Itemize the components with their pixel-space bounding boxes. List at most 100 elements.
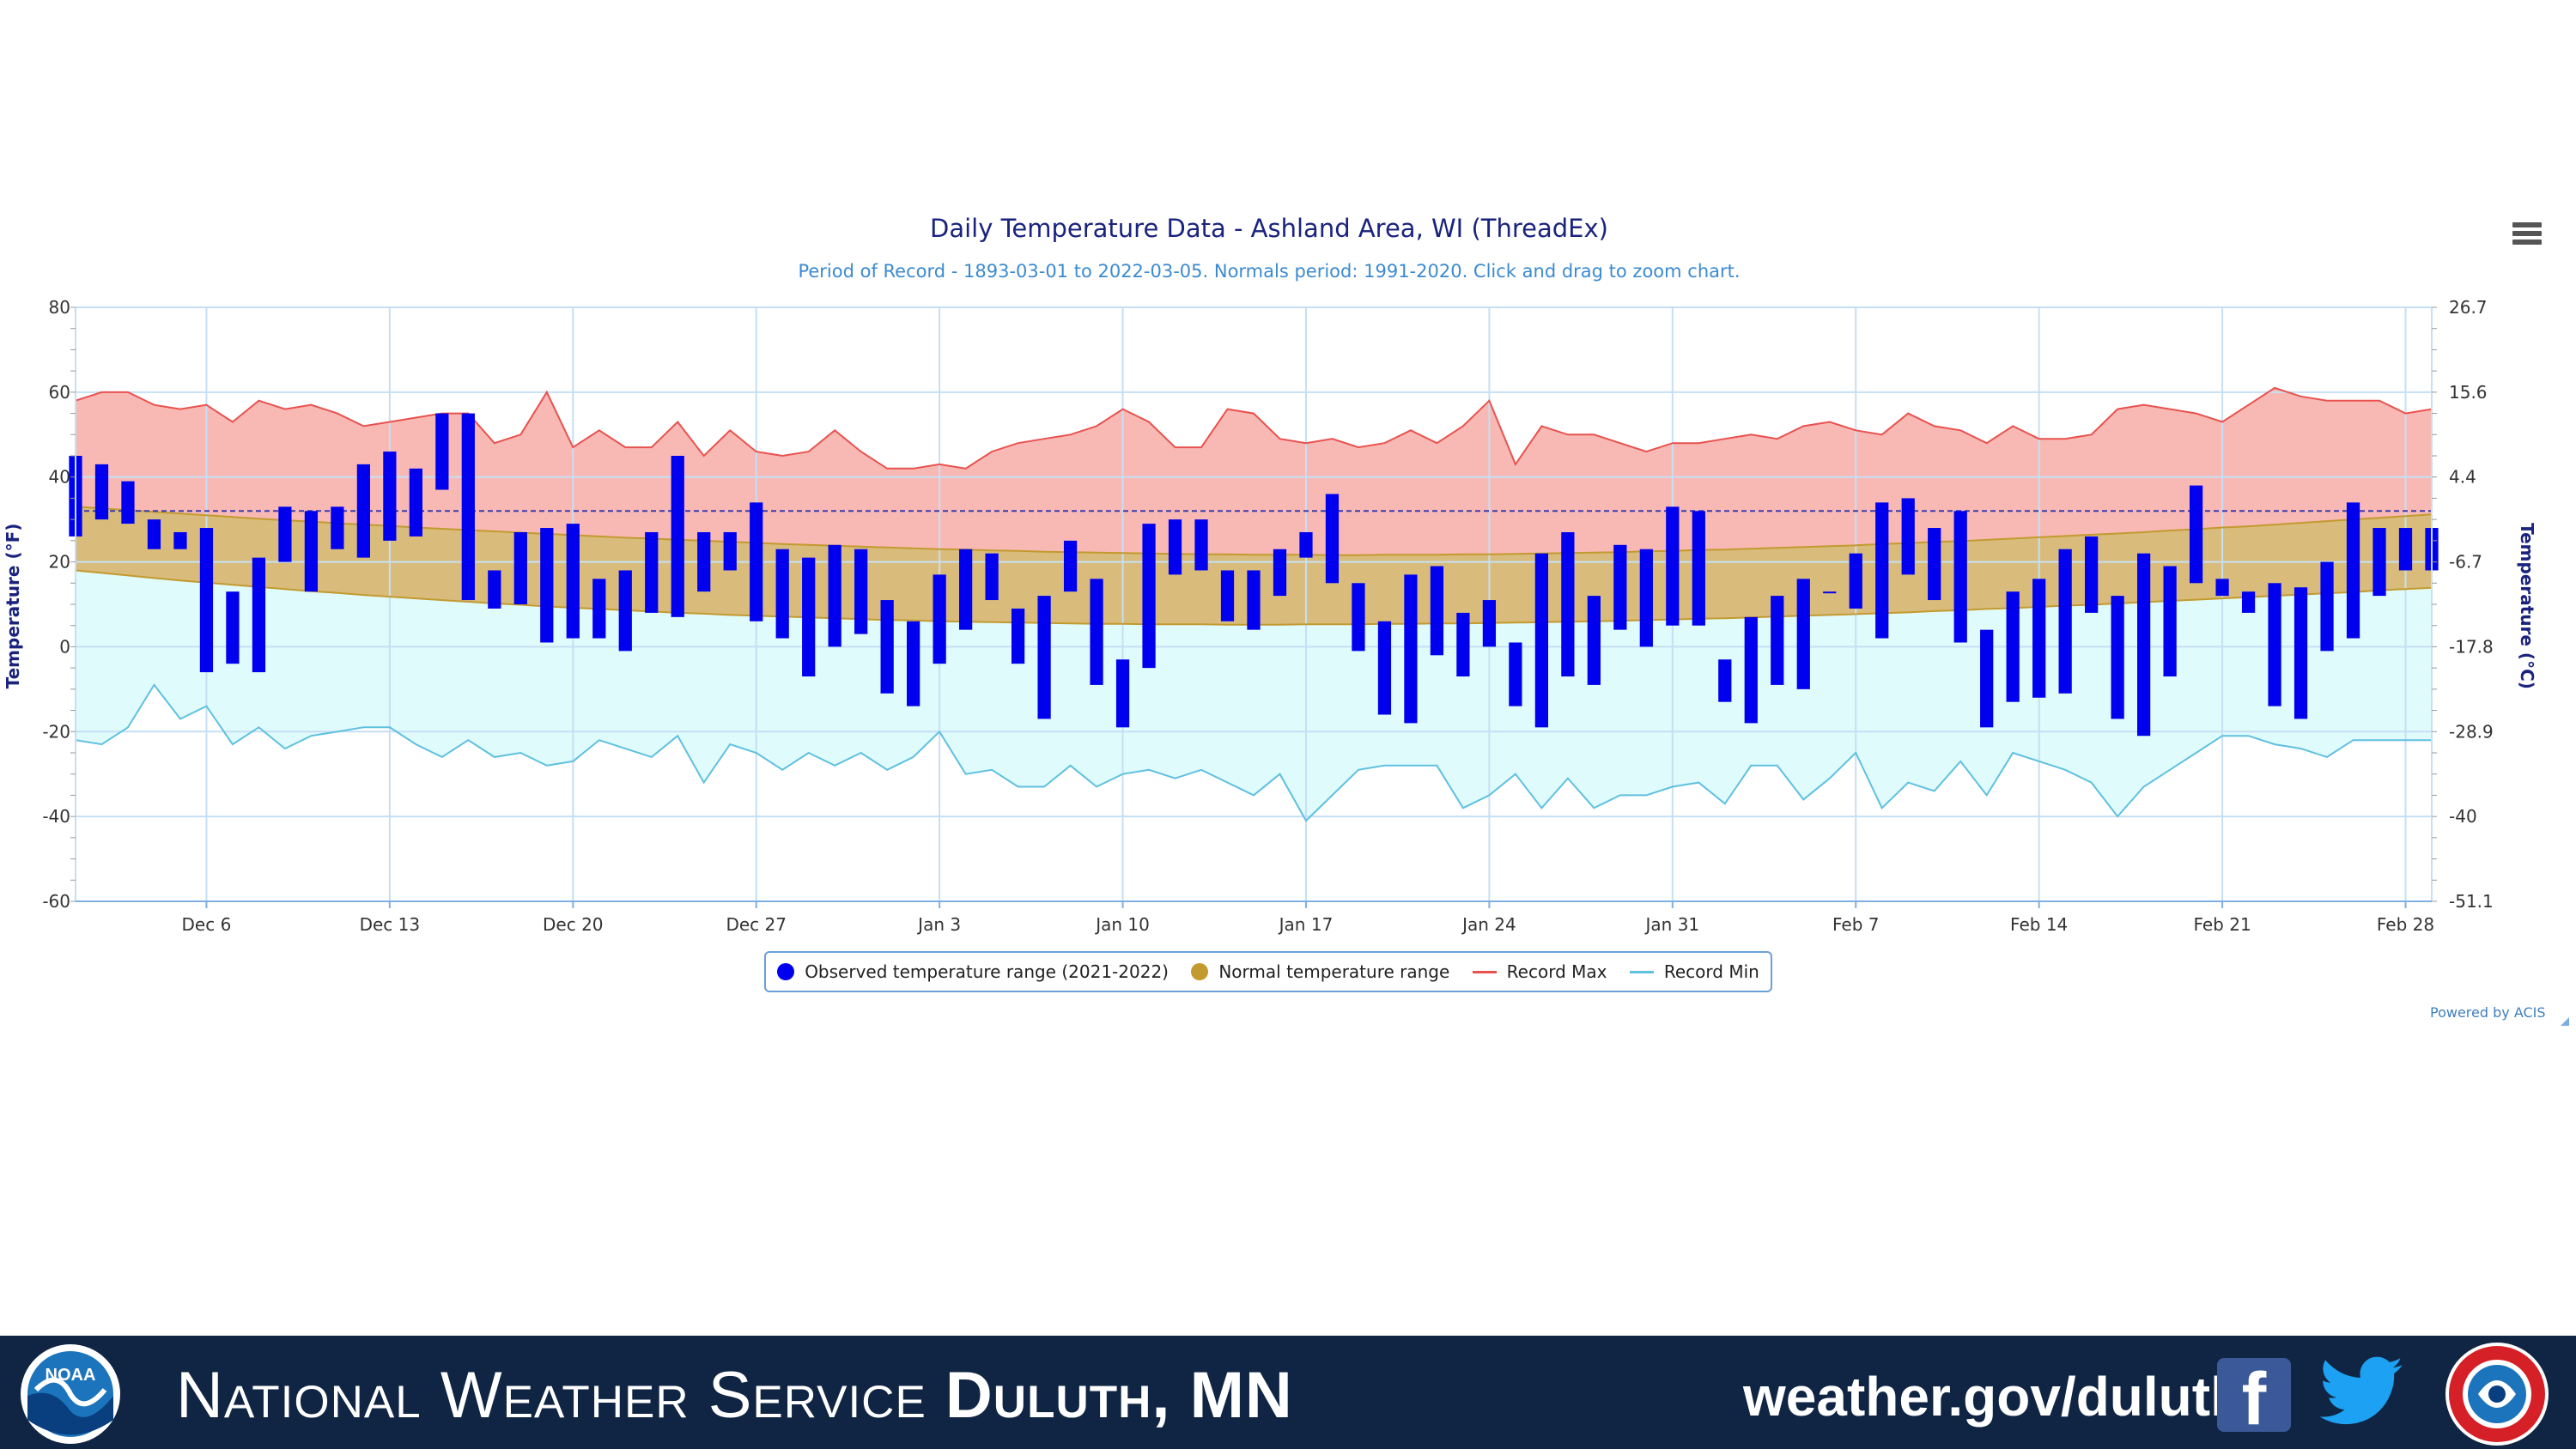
y-tick-label-left: 0 xyxy=(59,636,70,657)
observed-bar xyxy=(1980,629,1994,728)
observed-bar xyxy=(750,502,763,621)
observed-bar xyxy=(1849,553,1862,609)
observed-bar xyxy=(1482,600,1497,647)
facebook-icon[interactable]: f xyxy=(2217,1358,2291,1432)
temperature-chart[interactable]: Daily Temperature Data - Ashland Area, W… xyxy=(0,0,2576,1339)
legend-normal-label: Normal temperature range xyxy=(1218,961,1450,982)
observed-bar xyxy=(1194,519,1208,571)
observed-bar xyxy=(880,600,894,694)
observed-bar xyxy=(2058,549,2072,694)
observed-bar xyxy=(331,506,344,549)
x-tick-label: Jan 17 xyxy=(1278,914,1334,935)
observed-bar xyxy=(1744,616,1758,724)
noaa-logo-icon: NOAA xyxy=(21,1344,120,1444)
y-tick-label-right: -17.8 xyxy=(2449,636,2494,657)
observed-bar xyxy=(645,531,659,613)
hamburger-menu-icon xyxy=(2512,222,2542,227)
observed-bar xyxy=(2372,528,2386,597)
observed-bar xyxy=(1273,549,1287,597)
observed-bar xyxy=(2163,566,2177,677)
observed-bar xyxy=(697,531,711,592)
observed-bar xyxy=(933,574,946,664)
observed-bar xyxy=(435,413,449,490)
observed-dot-icon xyxy=(777,963,795,980)
y-tick-label-left: 40 xyxy=(49,467,70,488)
observed-bar xyxy=(2085,536,2099,613)
observed-bar xyxy=(1928,528,1941,601)
observed-bar xyxy=(2215,579,2229,597)
x-tick-label: Jan 10 xyxy=(1094,914,1150,935)
nws-logo-icon xyxy=(2445,1343,2549,1446)
observed-bar xyxy=(304,511,319,592)
observed-bar xyxy=(540,528,554,643)
record-min-line xyxy=(75,683,2432,822)
x-tick-label: Feb 14 xyxy=(2010,914,2068,935)
observed-bar xyxy=(1377,621,1392,715)
observed-bar xyxy=(2032,579,2046,698)
observed-bar xyxy=(1901,498,1915,575)
website-link[interactable]: weather.gov/duluth xyxy=(1743,1366,2245,1428)
observed-bar xyxy=(1063,540,1078,592)
powered-by-link[interactable]: Powered by ACIS xyxy=(2430,1004,2546,1021)
x-tick-label: Jan 3 xyxy=(916,914,961,935)
normal-dot-icon xyxy=(1191,963,1209,980)
observed-bar xyxy=(2006,591,2020,702)
observed-bar xyxy=(2268,583,2281,706)
chart-menu-button[interactable] xyxy=(2507,219,2547,253)
observed-bar xyxy=(959,549,973,630)
y-tick-label-left: 60 xyxy=(49,382,70,403)
normal-band xyxy=(76,506,2432,625)
observed-bar xyxy=(1247,570,1261,630)
y-tick-label-left: 80 xyxy=(49,297,70,318)
resize-handle-icon[interactable] xyxy=(2561,1017,2569,1026)
legend-record-max[interactable]: Record Max xyxy=(1472,961,1607,982)
observed-bar xyxy=(2241,591,2256,613)
chart-container[interactable]: Daily Temperature Data - Ashland Area, W… xyxy=(0,0,2576,1339)
observed-bar xyxy=(252,557,266,673)
twitter-icon[interactable] xyxy=(2318,1356,2404,1434)
record-max-line-icon xyxy=(1472,970,1497,973)
x-tick-label: Dec 20 xyxy=(543,914,604,935)
observed-bar xyxy=(854,549,868,634)
x-tick-label: Jan 31 xyxy=(1644,914,1700,935)
observed-bar xyxy=(1692,511,1705,626)
observed-bar xyxy=(356,464,370,558)
legend-record-max-label: Record Max xyxy=(1506,961,1607,982)
y-tick-label-left: -40 xyxy=(42,806,70,827)
observed-bar xyxy=(1639,549,1653,647)
observed-bar xyxy=(1953,511,1967,643)
chart-title: Daily Temperature Data - Ashland Area, W… xyxy=(930,214,1608,243)
observed-bar xyxy=(1168,519,1182,575)
observed-bar xyxy=(1220,570,1235,621)
y-tick-label-right: 4.4 xyxy=(2449,467,2476,488)
observed-bar xyxy=(618,570,632,652)
legend-observed[interactable]: Observed temperature range (2021-2022) xyxy=(777,961,1169,982)
observed-bar xyxy=(1456,612,1470,677)
legend-record-min[interactable]: Record Min xyxy=(1629,961,1759,982)
x-tick-label: Feb 21 xyxy=(2193,914,2251,935)
x-tick-label: Feb 28 xyxy=(2377,914,2434,935)
y-tick-label-right: -6.7 xyxy=(2449,552,2482,573)
observed-bar xyxy=(173,531,187,549)
observed-bar xyxy=(2137,553,2151,737)
observed-bar xyxy=(2320,561,2334,652)
y-axis-label-left: Temperature (°F) xyxy=(3,524,23,689)
observed-bar xyxy=(775,549,789,639)
observed-bar xyxy=(278,506,292,562)
office-location: Duluth, MN xyxy=(945,1359,1293,1432)
observed-bar xyxy=(94,464,109,520)
observed-bar xyxy=(1352,583,1365,652)
y-tick-label-left: 20 xyxy=(49,552,70,573)
observed-bar xyxy=(1037,596,1051,719)
observed-bar xyxy=(2346,502,2360,639)
y-tick-label-right: -51.1 xyxy=(2449,891,2494,912)
legend-record-min-label: Record Min xyxy=(1663,961,1759,982)
y-tick-label-right: 26.7 xyxy=(2449,297,2488,318)
observed-bar xyxy=(1771,596,1784,685)
legend-normal[interactable]: Normal temperature range xyxy=(1191,961,1449,982)
hamburger-menu-icon-bar xyxy=(2512,239,2542,245)
observed-bar xyxy=(1090,579,1103,685)
observed-bar xyxy=(488,570,501,609)
observed-bar xyxy=(1430,566,1444,656)
chart-legend: Observed temperature range (2021-2022) N… xyxy=(764,951,1772,992)
